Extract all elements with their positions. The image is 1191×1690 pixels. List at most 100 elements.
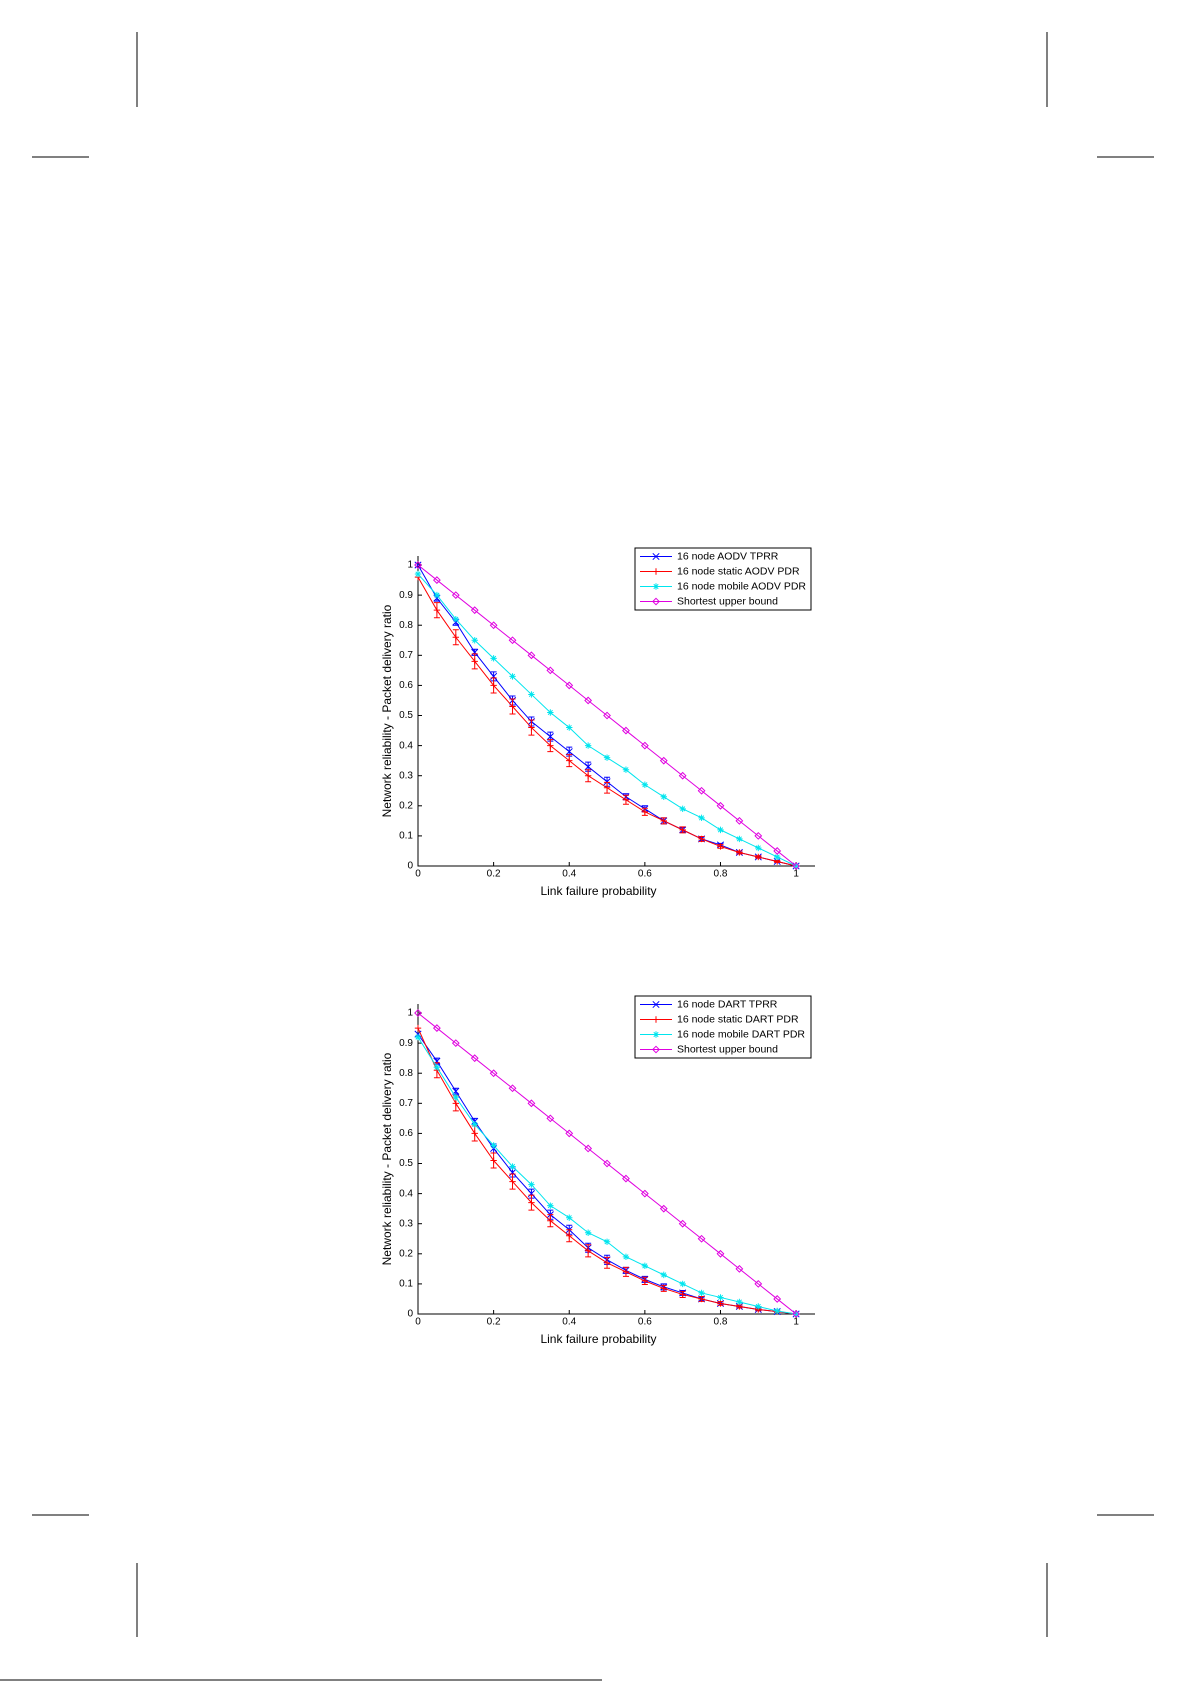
marker [414,1024,422,1032]
marker [452,1100,460,1107]
marker [414,561,422,569]
y-tick-label: 0.5 [399,1158,413,1169]
marker [792,1310,801,1318]
marker [603,1159,611,1168]
legend-box [634,995,812,1059]
marker [470,1054,479,1063]
marker [508,1168,517,1177]
marker [584,1247,592,1254]
marker [490,1157,497,1164]
marker [452,1094,460,1101]
marker [584,772,592,779]
crop-marks [0,32,1154,1681]
marker [471,1130,478,1137]
marker [566,757,573,764]
marker [451,1039,460,1048]
x-tick-label: 0 [415,1317,421,1328]
marker [584,1144,593,1153]
legend-marker [652,1045,660,1054]
marker [679,1291,686,1298]
marker [698,814,705,822]
marker [565,1129,574,1138]
marker [698,1295,705,1303]
marker [622,726,630,735]
legend-marker [652,568,660,575]
marker [566,724,573,731]
marker [432,576,441,584]
marker [546,666,555,675]
marker [716,801,725,810]
marker [528,691,535,698]
marker [508,636,517,645]
marker [698,1289,705,1297]
legend-marker [652,583,660,590]
marker [754,831,763,840]
marker [433,1064,441,1071]
marker [546,733,554,741]
marker [736,849,743,856]
marker [622,1174,630,1183]
marker [471,658,478,665]
marker [679,805,686,813]
marker [717,1294,724,1301]
marker [547,1202,554,1209]
marker [584,742,592,749]
series-line [417,573,797,867]
x-axis-label: Link failure probability [540,884,656,898]
marker [678,1219,687,1228]
marker [622,1253,630,1261]
legend-label: 16 node static AODV PDR [677,565,800,577]
marker [584,763,592,771]
marker [660,817,667,825]
marker [679,1280,686,1288]
marker [528,1181,535,1188]
y-tick-label: 0.6 [399,1128,413,1139]
marker [508,1084,517,1093]
marker [603,784,611,791]
legend-label: Shortest upper bound [677,1043,778,1055]
marker [717,1300,724,1307]
marker [641,781,649,788]
marker [433,606,441,614]
y-tick-label: 0.4 [399,1188,413,1199]
y-tick-label: 0.8 [399,1068,413,1079]
marker [679,826,686,834]
y-tick-label: 0.3 [399,770,413,781]
y-tick-label: 0.2 [399,1248,413,1259]
y-tick-label: 0.7 [399,1098,413,1109]
marker [414,1009,422,1017]
marker [414,570,422,578]
marker [451,591,460,600]
marker [547,709,554,716]
x-tick-label: 0.8 [714,1317,728,1328]
marker [566,1232,573,1239]
x-tick-label: 0.4 [562,1317,576,1328]
legend-label: 16 node mobile DART PDR [677,1028,805,1040]
marker [754,1279,763,1288]
y-tick-label: 0.4 [399,740,413,751]
marker [660,1271,667,1279]
legend-marker [652,597,660,606]
y-tick-label: 0.5 [399,710,413,721]
marker [509,1178,516,1185]
marker [584,1229,592,1236]
series-line [417,1012,797,1315]
marker [565,681,574,690]
marker [489,1069,498,1078]
marker [490,682,497,689]
marker [527,651,536,660]
marker [547,1217,554,1224]
marker [603,778,611,786]
y-tick-label: 0.2 [399,800,413,811]
y-tick-label: 0.7 [399,650,413,661]
y-tick-label: 0.8 [399,620,413,631]
marker [773,853,781,861]
y-tick-label: 0.3 [399,1218,413,1229]
marker [660,793,667,800]
marker [433,591,441,599]
marker [773,1295,782,1303]
y-tick-label: 1 [407,560,413,571]
marker [735,1264,744,1273]
legend-marker [652,552,660,561]
